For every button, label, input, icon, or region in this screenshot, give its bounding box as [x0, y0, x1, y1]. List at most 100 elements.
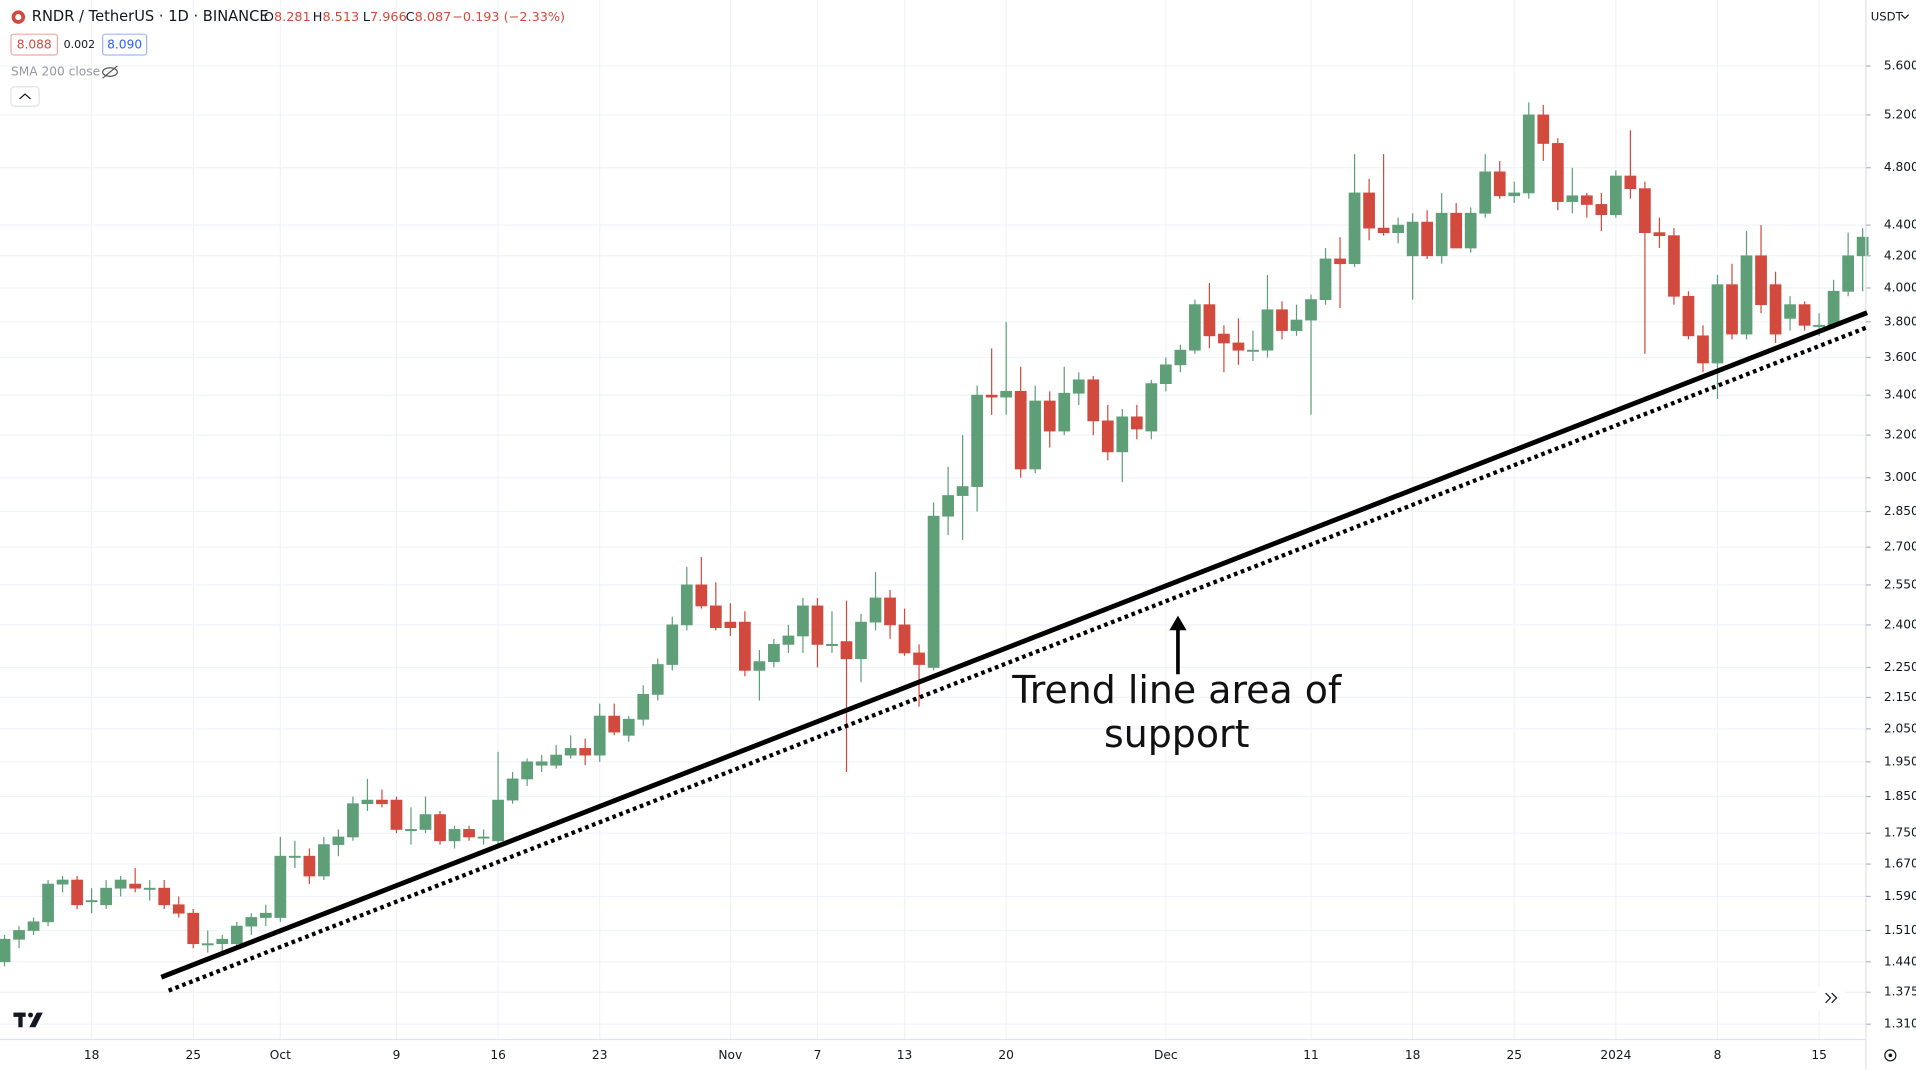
candle-body	[477, 836, 490, 839]
y-tick-label: 3.400	[1884, 388, 1916, 402]
candle-body	[535, 761, 548, 766]
candle-body	[1000, 390, 1013, 398]
candle-body	[855, 621, 867, 660]
candle-body	[884, 597, 896, 626]
x-tick-label: 18	[84, 1048, 100, 1062]
y-tick-label: 3.800	[1884, 314, 1916, 328]
x-tick-label: 25	[185, 1048, 201, 1062]
candle-body	[506, 778, 519, 801]
symbol-title[interactable]: RNDR / TetherUS · 1D · BINANCE	[32, 8, 269, 25]
candle-body	[376, 799, 388, 805]
candle-body	[1479, 171, 1492, 214]
candle-body	[216, 938, 229, 945]
ohlc-label: O	[264, 10, 274, 25]
candle-body	[637, 694, 650, 720]
ohlc-value: 7.966	[370, 10, 407, 25]
candle-body	[1101, 420, 1114, 453]
candle-body	[608, 715, 621, 733]
ohlc-value: 8.087	[415, 10, 452, 25]
candle-body	[1668, 235, 1680, 297]
candle-body	[1218, 333, 1230, 344]
candle-body	[1159, 364, 1172, 384]
candle-body	[1755, 255, 1767, 306]
candle-body	[1595, 204, 1608, 216]
y-tick-label: 4.800	[1884, 160, 1916, 174]
candle-body	[1261, 309, 1274, 351]
candle-body	[1145, 383, 1158, 432]
candle-body	[100, 887, 113, 906]
y-tick-label: 1.590	[1884, 889, 1916, 903]
buy-button[interactable]	[102, 33, 148, 56]
candle-body	[448, 829, 461, 842]
candle-body	[288, 855, 301, 858]
candle-body	[274, 855, 287, 918]
candle-body	[593, 715, 606, 756]
x-tick-label: 2024	[1600, 1048, 1631, 1062]
candle-body	[1406, 221, 1419, 257]
candle-body	[1580, 195, 1593, 205]
ask-price: 8.090	[107, 38, 142, 52]
candle-body	[1856, 236, 1869, 257]
currency[interactable]: USDT	[1871, 10, 1904, 24]
x-tick-label: 15	[1811, 1048, 1827, 1062]
x-tick-label: 13	[897, 1048, 913, 1062]
candle-body	[1189, 304, 1201, 351]
candle-body	[230, 925, 243, 945]
y-tick-label: 4.000	[1884, 280, 1916, 294]
x-tick-label: 8	[1714, 1048, 1722, 1062]
candle-body	[1726, 284, 1738, 335]
candle-body	[1639, 188, 1651, 234]
candle-body	[1551, 143, 1564, 202]
x-tick-label: 23	[592, 1048, 608, 1062]
candle-body	[913, 652, 925, 665]
candle-body	[1174, 349, 1187, 366]
sell-button[interactable]	[10, 33, 59, 56]
indicator-label[interactable]: SMA 200 close	[11, 65, 100, 79]
candle-body	[1392, 224, 1404, 234]
candle-body	[753, 661, 766, 671]
candle-body	[259, 912, 272, 918]
candles	[0, 102, 1869, 967]
candle-body	[1813, 324, 1825, 327]
settings-button[interactable]	[1884, 1049, 1897, 1062]
candle-body	[956, 486, 969, 496]
candle-body	[1537, 114, 1550, 144]
ohlc-value: 8.513	[322, 10, 359, 25]
candle-body	[390, 799, 403, 830]
x-tick-label: Oct	[270, 1048, 291, 1062]
candle-body	[782, 635, 795, 645]
candle-body	[1014, 390, 1027, 470]
candle-body	[13, 930, 25, 940]
candle-body	[971, 394, 984, 487]
candle-body	[1319, 258, 1332, 300]
annotation: Trend line area of	[1011, 668, 1343, 712]
collapse-button[interactable]	[10, 86, 40, 107]
candle-body	[361, 799, 374, 805]
candle-body	[1348, 192, 1361, 265]
x-tick-label: 25	[1506, 1048, 1522, 1062]
candle-body	[1827, 290, 1840, 326]
candle-body	[332, 836, 345, 845]
y-tick-label: 1.375	[1884, 985, 1916, 999]
hide-icon[interactable]	[102, 65, 118, 79]
candle-body	[666, 624, 679, 665]
candle-body	[1421, 221, 1434, 257]
candle-body	[1130, 416, 1143, 430]
candle-body	[42, 883, 54, 923]
candle-body	[1087, 379, 1100, 422]
currency-caret	[1900, 14, 1910, 20]
spread: 0.002	[64, 38, 95, 51]
candle-body	[927, 515, 940, 668]
candle-body	[201, 943, 214, 946]
candle-body	[680, 584, 693, 626]
candle-body	[826, 644, 838, 646]
x-tick-label: 20	[998, 1048, 1014, 1062]
bid-price: 8.088	[17, 38, 52, 52]
ohlc-value: 8.281	[274, 10, 311, 25]
y-tick-label: 2.250	[1884, 660, 1916, 674]
candle-body	[492, 799, 504, 842]
symbol-icon	[15, 14, 22, 21]
annotation-arrowhead	[1169, 615, 1187, 631]
candle-body	[1798, 304, 1811, 326]
